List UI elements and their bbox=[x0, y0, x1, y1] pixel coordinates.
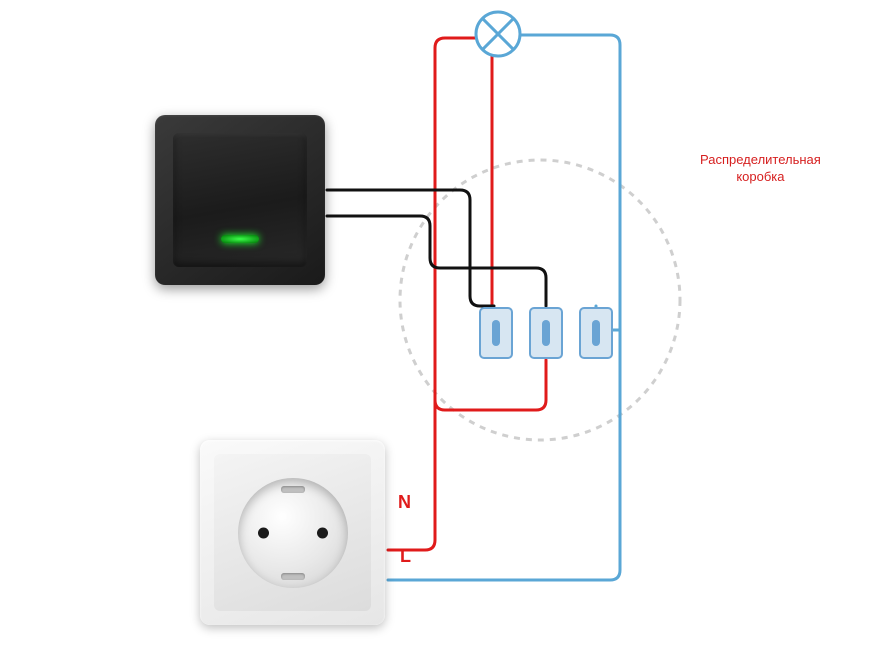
junction-box-circle bbox=[400, 160, 680, 440]
wiring-diagram: Распределительнаякоробка N L bbox=[0, 0, 869, 654]
junction-box-label: Распределительнаякоробка bbox=[700, 152, 821, 186]
socket-ground-top bbox=[281, 486, 305, 493]
switch-rocker bbox=[173, 133, 307, 267]
wire-label-N: N bbox=[398, 492, 411, 513]
switch-indicator-led bbox=[221, 235, 259, 243]
socket-hole-left bbox=[258, 527, 269, 538]
light-switch bbox=[155, 115, 325, 285]
wire-live-branch-to-middle-terminal bbox=[435, 360, 546, 410]
wiring-layer bbox=[0, 0, 869, 654]
lamp-symbol bbox=[476, 12, 520, 56]
socket-ground-bottom bbox=[281, 573, 305, 580]
power-socket bbox=[200, 440, 385, 625]
socket-plate bbox=[214, 454, 371, 611]
socket-hole-right bbox=[317, 527, 328, 538]
wire-label-L: L bbox=[400, 546, 411, 567]
terminal-blocks bbox=[480, 308, 612, 358]
socket-well bbox=[238, 478, 348, 588]
wire-live-to-terminal bbox=[388, 38, 479, 550]
